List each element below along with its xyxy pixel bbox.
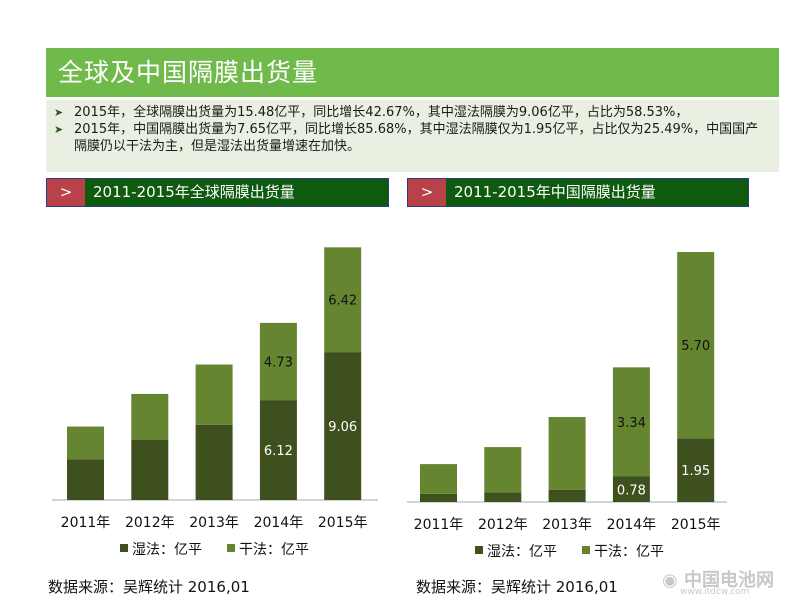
data-label: 4.73	[264, 356, 293, 371]
bar-segment	[677, 438, 715, 502]
data-label: 1.95	[681, 464, 710, 479]
bar-segment	[677, 252, 715, 439]
bar-segment	[548, 417, 586, 490]
data-label: 0.78	[617, 483, 646, 498]
bar-segment	[420, 493, 457, 502]
x-tick-label: 2015年	[318, 515, 368, 531]
bullet-text: 2015年，全球隔膜出货量为15.48亿平，同比增长42.67%，其中湿法隔膜为…	[74, 105, 689, 120]
legend-label: 干法：亿平	[594, 544, 664, 560]
bar-segment	[548, 489, 586, 502]
bar-segment	[324, 352, 362, 500]
x-tick-label: 2014年	[254, 515, 304, 531]
bar-segment	[420, 464, 457, 494]
x-tick-label: 2011年	[414, 517, 464, 533]
bar-segment	[484, 492, 522, 502]
arrow-right-icon: ➤	[54, 123, 64, 136]
bar-segment	[259, 322, 297, 401]
watermark-url: www.itdcw.com	[680, 587, 750, 597]
data-label: 9.06	[328, 420, 357, 435]
legend-swatch	[582, 546, 590, 554]
bar-segment	[612, 367, 650, 477]
bar-segment	[484, 447, 522, 493]
bar-segment	[131, 439, 169, 500]
watermark-logo: ◉ 中国电池网	[662, 570, 774, 591]
data-label: 3.34	[617, 416, 646, 431]
bar-segment	[612, 476, 650, 502]
legend-label: 湿法：亿平	[132, 542, 202, 558]
x-tick-label: 2014年	[607, 517, 657, 533]
chart-header-china: >2011-2015年中国隔膜出货量	[407, 178, 749, 207]
x-tick-label: 2013年	[542, 517, 592, 533]
summary-box: ➤ 2015年，全球隔膜出货量为15.48亿平，同比增长42.67%，其中湿法隔膜…	[46, 100, 779, 172]
legend-swatch	[120, 544, 128, 552]
data-label: 6.12	[264, 444, 293, 459]
legend-label: 湿法：亿平	[487, 544, 557, 560]
chart-header-global: >2011-2015年全球隔膜出货量	[46, 178, 389, 207]
legend-swatch	[475, 546, 483, 554]
bar-segment	[67, 459, 104, 500]
bar-segment	[131, 393, 169, 440]
x-tick-label: 2012年	[125, 515, 175, 531]
chart-title: 2011-2015年中国隔膜出货量	[454, 183, 656, 201]
marker-icon: >	[47, 179, 85, 206]
bar-segment	[195, 364, 233, 425]
x-tick-label: 2015年	[671, 517, 721, 533]
bar-segment	[259, 400, 297, 500]
x-tick-label: 2011年	[61, 515, 111, 531]
x-tick-label: 2012年	[478, 517, 528, 533]
page-title: 全球及中国隔膜出货量	[46, 48, 779, 97]
legend-swatch	[227, 544, 235, 552]
bar-segment	[195, 424, 233, 500]
bullet-text: 2015年，中国隔膜出货量为7.65亿平，同比增长85.68%，其中湿法隔膜仅为…	[74, 122, 759, 154]
data-label: 5.70	[681, 339, 710, 354]
arrow-right-icon: ➤	[54, 106, 64, 119]
bar-segment	[67, 426, 104, 460]
data-label: 6.42	[328, 294, 357, 309]
bar-segment	[324, 247, 362, 353]
source-note: 数据来源：吴辉统计 2016,01	[48, 578, 250, 596]
source-note: 数据来源：吴辉统计 2016,01	[416, 578, 618, 596]
x-tick-label: 2013年	[189, 515, 239, 531]
legend-label: 干法：亿平	[239, 542, 309, 558]
chart-title: 2011-2015年全球隔膜出货量	[93, 183, 295, 201]
marker-icon: >	[408, 179, 446, 206]
